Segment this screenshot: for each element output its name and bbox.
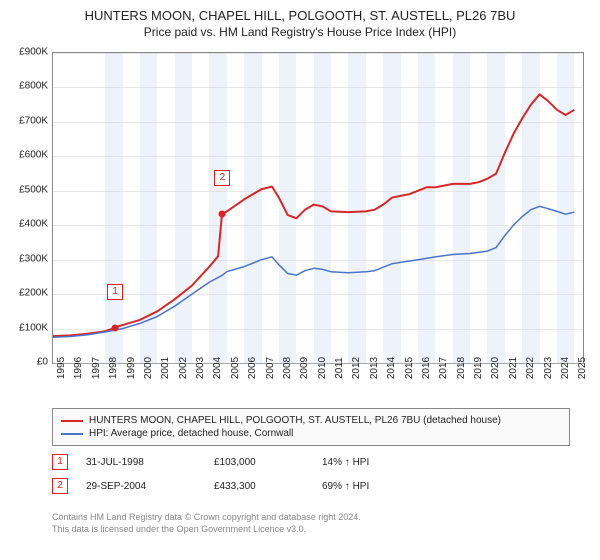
transaction-row: 1 31-JUL-1998 £103,000 14% ↑ HPI [52,454,369,470]
series-line [53,206,574,337]
chart-svg [53,53,583,363]
y-axis-tick-label: £700K [8,115,48,126]
footer-line-1: Contains HM Land Registry data © Crown c… [52,512,361,524]
transaction-date: 29-SEP-2004 [86,481,196,492]
y-axis-tick-label: £100K [8,322,48,333]
y-axis-tick-label: £200K [8,288,48,299]
legend-swatch [61,420,83,422]
y-axis-tick-label: £600K [8,150,48,161]
y-axis-tick-label: £900K [8,47,48,58]
transaction-delta: 14% ↑ HPI [322,457,369,468]
legend-item: HUNTERS MOON, CHAPEL HILL, POLGOOTH, ST.… [61,415,561,426]
title-line-2: Price paid vs. HM Land Registry's House … [0,25,600,39]
transaction-row: 2 29-SEP-2004 £433,300 69% ↑ HPI [52,478,369,494]
legend-label: HUNTERS MOON, CHAPEL HILL, POLGOOTH, ST.… [89,415,501,426]
transaction-price: £103,000 [214,457,304,468]
legend-swatch [61,433,83,435]
transaction-delta: 69% ↑ HPI [322,481,369,492]
legend-item: HPI: Average price, detached house, Corn… [61,428,561,439]
transaction-index: 1 [52,454,68,470]
y-axis-tick-label: £0 [8,357,48,368]
y-axis-tick-label: £300K [8,253,48,264]
figure-root: HUNTERS MOON, CHAPEL HILL, POLGOOTH, ST.… [0,0,600,560]
transaction-index: 2 [52,478,68,494]
y-axis-tick-label: £500K [8,184,48,195]
chart-plot-area: 12 [52,52,584,364]
title-block: HUNTERS MOON, CHAPEL HILL, POLGOOTH, ST.… [0,0,600,41]
transaction-marker-dot [112,324,119,331]
transaction-marker-index: 1 [107,284,123,300]
footer-line-2: This data is licensed under the Open Gov… [52,524,361,536]
transaction-marker-index: 2 [214,170,230,186]
transaction-marker-dot [219,210,226,217]
series-line [53,94,574,336]
footer-note: Contains HM Land Registry data © Crown c… [52,512,361,535]
transaction-date: 31-JUL-1998 [86,457,196,468]
legend: HUNTERS MOON, CHAPEL HILL, POLGOOTH, ST.… [52,408,570,446]
title-line-1: HUNTERS MOON, CHAPEL HILL, POLGOOTH, ST.… [0,8,600,23]
legend-label: HPI: Average price, detached house, Corn… [89,428,293,439]
y-axis-tick-label: £800K [8,81,48,92]
transaction-price: £433,300 [214,481,304,492]
y-axis-tick-label: £400K [8,219,48,230]
